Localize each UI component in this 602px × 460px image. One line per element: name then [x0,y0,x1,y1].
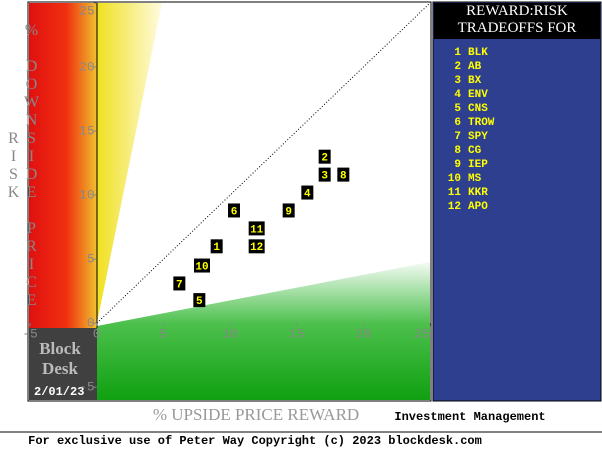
legend-ticker: BX [468,75,482,87]
point-label: 1 [213,242,220,254]
legend-rank: 2 [454,61,461,73]
point-label: 8 [340,171,347,183]
brand-box [29,328,97,400]
legend-header [434,3,600,39]
legend-ticker: APO [468,201,488,213]
legend-ticker: CG [468,145,482,157]
legend-rank: 3 [454,75,461,87]
point [193,293,206,308]
x-tick-label: 15 [289,327,305,342]
y-tick-label: 0 [87,316,95,331]
legend-rank: 10 [448,173,461,185]
y-tick-label: 10 [79,188,95,203]
y-tick-label: 15 [79,124,95,139]
x-tick-label: 10 [222,327,238,342]
point-label: 3 [321,171,328,183]
y-tick-label: -5 [79,380,95,395]
y-tick-label: 5 [87,252,95,267]
reward-zone [97,262,430,400]
y-tick-label: 25 [79,3,95,18]
point-label: 9 [285,206,292,218]
legend-rank: 6 [454,117,461,129]
x-tick-label: 20 [356,327,372,342]
brand: Block [39,339,81,358]
date: 2/01/23 [34,385,84,399]
legend-ticker: ENV [468,89,488,101]
legend-ticker: AB [468,61,482,73]
point-label: 11 [250,224,264,236]
legend-ticker: MS [468,173,482,185]
point-label: 6 [231,206,238,218]
legend-title: REWARD:RISK TRADEOFFS FOR [458,3,577,36]
legend-ticker: TROW [468,117,495,129]
point-label: 4 [304,188,311,200]
point [228,203,240,218]
point [282,203,295,218]
point [194,258,210,273]
parity-line [96,2,431,324]
point [248,239,265,254]
risk-zone [29,3,97,328]
legend-rank: 4 [454,89,461,101]
point-label: 2 [321,153,328,165]
x-tick-label: 25 [414,327,430,342]
y-tick-label: 20 [79,59,95,74]
brand: Desk [42,359,78,378]
x-tick-label: 0 [93,327,101,342]
legend-title-line: REWARD:RISK [466,3,568,19]
point-label: 10 [195,261,208,273]
legend-rank: 7 [454,131,461,143]
legend-ticker: KKR [468,187,488,199]
legend-rank: 8 [454,145,461,157]
x-tick-label: -5 [22,327,38,342]
legend-panel [432,1,602,402]
legend-rank: 5 [454,103,461,115]
legend-rank: 1 [454,47,461,59]
footer: For exclusive use of Peter Way Copyright… [28,434,482,448]
point [210,239,223,254]
sector-label: Investment Management [394,410,545,424]
point-label: 5 [196,296,203,308]
point [318,167,331,182]
point [318,149,331,164]
caution-zone [97,3,162,323]
legend-ticker: CNS [468,103,488,115]
x-axis-label: % UPSIDE PRICE REWARD [153,405,359,424]
point [337,167,350,182]
legend-title-line: TRADEOFFS FOR [458,20,577,36]
legend-ticker: IEP [468,159,488,171]
point [248,221,265,236]
point-label: 7 [176,279,183,291]
legend-ticker: BLK [468,47,488,59]
point [301,185,314,200]
y-axis-label: % DOWNSIDE PRICE RISK [5,22,40,310]
legend-ticker: SPY [468,131,488,143]
legend-rank: 11 [448,187,462,199]
point-label: 12 [250,242,263,254]
legend-rank: 12 [448,201,461,213]
legend-rank: 9 [454,159,461,171]
x-tick-label: 5 [159,327,167,342]
point [173,276,186,291]
